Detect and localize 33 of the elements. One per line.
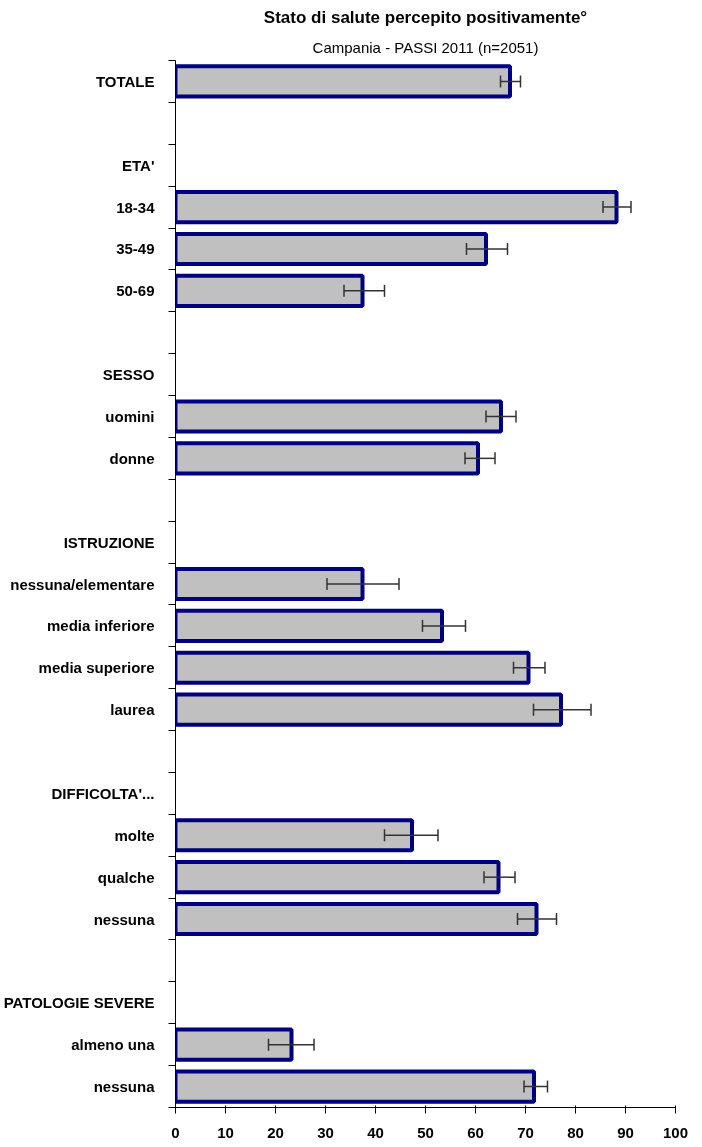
- y-tick-label: 35-49: [116, 240, 155, 258]
- y-tick-label: donne: [109, 449, 155, 467]
- y-tick-label: nessuna/elementare: [10, 575, 155, 593]
- y-tick-label: ISTRUZIONE: [63, 533, 155, 551]
- y-tick-label: PATOLOGIE SEVERE: [3, 994, 155, 1012]
- y-tick-label: nessuna: [93, 910, 156, 928]
- chart-subtitle: Campania - PASSI 2011 (n=2051): [312, 38, 539, 56]
- chart-title: Stato di salute percepito positivamente°: [263, 7, 588, 27]
- y-tick-label: uomini: [105, 407, 155, 425]
- x-tick-label: 20: [267, 1123, 284, 1141]
- x-tick-label: 40: [367, 1123, 384, 1141]
- y-tick-label: laurea: [110, 701, 156, 719]
- y-tick-label: 18-34: [116, 198, 156, 216]
- y-tick-label: TOTALE: [95, 72, 155, 90]
- y-tick-label: SESSO: [102, 366, 155, 384]
- y-tick-label: 50-69: [116, 282, 155, 300]
- x-tick-label: 0: [171, 1123, 180, 1141]
- x-tick-label: 10: [217, 1123, 234, 1141]
- x-tick-label: 70: [517, 1123, 534, 1141]
- y-tick-label: DIFFICOLTA'...: [51, 784, 155, 802]
- x-tick-label: 60: [467, 1123, 484, 1141]
- y-tick-label: molte: [114, 826, 155, 844]
- y-tick-label: almeno una: [71, 1036, 156, 1054]
- x-tick-label: 90: [617, 1123, 634, 1141]
- x-tick-label: 30: [317, 1123, 334, 1141]
- x-tick-label: 80: [567, 1123, 584, 1141]
- y-tick-label: media inferiore: [46, 617, 155, 635]
- x-tick-label: 100: [662, 1123, 689, 1141]
- y-tick-label: nessuna: [93, 1078, 156, 1096]
- y-tick-label: media superiore: [38, 659, 155, 677]
- x-tick-label: 50: [417, 1123, 434, 1141]
- y-tick-label: ETA': [122, 156, 155, 174]
- y-tick-label: qualche: [97, 868, 155, 886]
